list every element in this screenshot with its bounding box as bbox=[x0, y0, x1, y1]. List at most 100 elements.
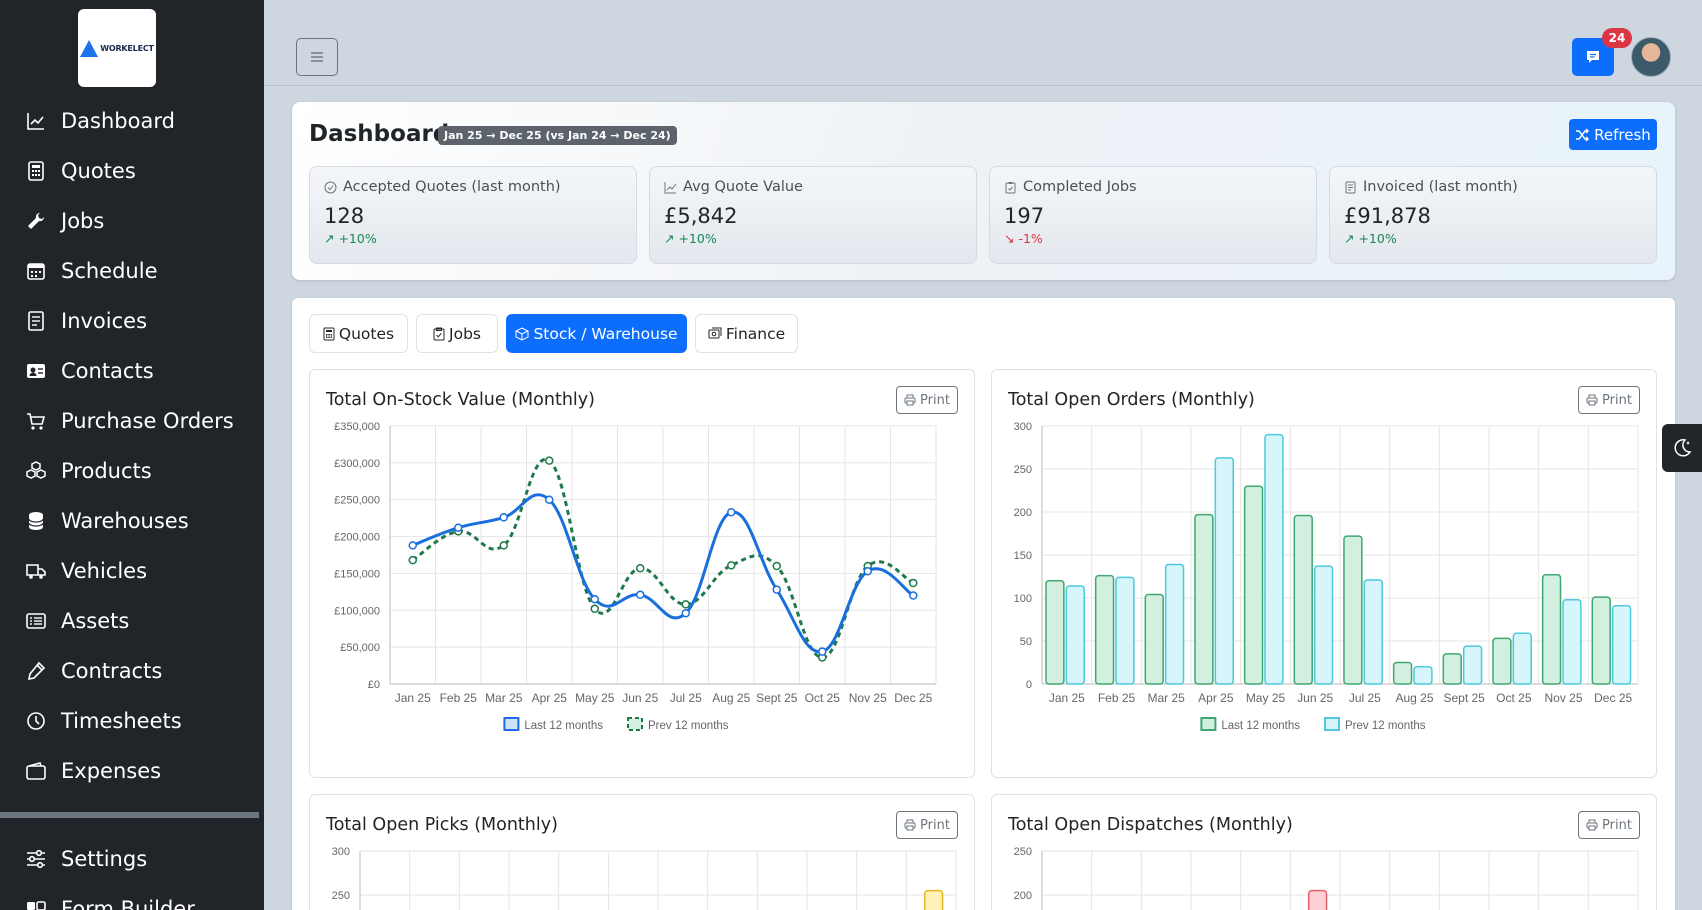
print-button[interactable]: Print bbox=[1578, 386, 1640, 414]
sidebar-item-settings[interactable]: Settings bbox=[0, 834, 264, 884]
bar[interactable] bbox=[1541, 574, 1562, 685]
data-point[interactable] bbox=[727, 507, 736, 517]
theme-toggle-button[interactable] bbox=[1662, 424, 1702, 472]
sidebar-item-contracts[interactable]: Contracts bbox=[0, 646, 264, 696]
data-point[interactable] bbox=[863, 566, 872, 576]
invoice-icon bbox=[1345, 181, 1356, 193]
data-point[interactable] bbox=[590, 604, 599, 614]
data-point[interactable] bbox=[772, 585, 781, 594]
sidebar-item-products[interactable]: Products bbox=[0, 446, 264, 496]
x-tick-label: Feb 25 bbox=[440, 691, 478, 705]
bar[interactable] bbox=[1144, 593, 1164, 685]
data-point[interactable] bbox=[408, 555, 417, 565]
data-point[interactable] bbox=[681, 600, 690, 609]
bar[interactable] bbox=[1194, 513, 1214, 685]
x-tick-label: Mar 25 bbox=[485, 691, 523, 705]
legend-item[interactable]: Prev 12 months bbox=[627, 717, 729, 732]
legend-item[interactable]: Prev 12 months bbox=[1324, 717, 1426, 732]
tab-jobs[interactable]: Jobs bbox=[416, 314, 498, 353]
tab-label: Quotes bbox=[338, 324, 395, 343]
sidebar-item-schedule[interactable]: Schedule bbox=[0, 246, 264, 296]
data-point[interactable] bbox=[454, 523, 463, 532]
bar[interactable] bbox=[1164, 563, 1185, 685]
print-button[interactable]: Print bbox=[896, 386, 958, 414]
kpi-label: Avg Quote Value bbox=[683, 179, 803, 195]
bar[interactable] bbox=[1243, 485, 1264, 685]
data-point[interactable] bbox=[499, 513, 508, 522]
bar[interactable] bbox=[1591, 596, 1611, 685]
bar[interactable] bbox=[1214, 457, 1234, 685]
user-avatar[interactable] bbox=[1631, 37, 1671, 77]
data-point[interactable] bbox=[636, 564, 645, 573]
legend-item[interactable]: Last 12 months bbox=[1200, 717, 1300, 732]
sidebar-item-warehouses[interactable]: Warehouses bbox=[0, 496, 264, 546]
company-logo[interactable]: WORKELECT bbox=[78, 9, 156, 87]
bar[interactable] bbox=[923, 889, 944, 910]
bar[interactable] bbox=[1264, 433, 1284, 685]
bar[interactable] bbox=[1462, 645, 1483, 685]
bar[interactable] bbox=[1611, 604, 1632, 685]
bar[interactable] bbox=[1293, 514, 1313, 685]
bar[interactable] bbox=[1045, 580, 1065, 685]
bar[interactable] bbox=[1363, 579, 1383, 685]
data-point[interactable] bbox=[499, 541, 508, 550]
on-stock-value-chart: £0 £50,000 £100,000 £150,000 £200,000 £250,00… bbox=[334, 421, 937, 732]
bar[interactable] bbox=[1115, 576, 1135, 685]
data-point[interactable] bbox=[545, 456, 554, 465]
kpi-label: Completed Jobs bbox=[1023, 179, 1137, 195]
data-point[interactable] bbox=[545, 495, 554, 504]
sidebar-item-assets[interactable]: Assets bbox=[0, 596, 264, 646]
refresh-button[interactable]: Refresh bbox=[1569, 119, 1657, 150]
sidebar-item-purchase-orders[interactable]: Purchase Orders bbox=[0, 396, 264, 446]
tab-stock-warehouse[interactable]: Stock / Warehouse bbox=[506, 314, 687, 353]
bar[interactable] bbox=[1413, 666, 1433, 685]
y-tick-label: 100 bbox=[1014, 593, 1032, 605]
data-point[interactable] bbox=[909, 591, 918, 600]
data-point[interactable] bbox=[636, 590, 645, 600]
sidebar-item-vehicles[interactable]: Vehicles bbox=[0, 546, 264, 596]
sidebar-item-quotes[interactable]: Quotes bbox=[0, 146, 264, 196]
refresh-label: Refresh bbox=[1594, 125, 1651, 144]
data-point[interactable] bbox=[909, 578, 918, 588]
tab-finance[interactable]: Finance bbox=[695, 314, 798, 353]
bar[interactable] bbox=[1442, 653, 1462, 685]
data-point[interactable] bbox=[727, 561, 736, 570]
print-button[interactable]: Print bbox=[1578, 811, 1640, 839]
bar[interactable] bbox=[1307, 889, 1328, 910]
menu-toggle-button[interactable] bbox=[296, 38, 338, 76]
bar[interactable] bbox=[1392, 661, 1413, 685]
bar[interactable] bbox=[1094, 574, 1115, 685]
sidebar-item-label: Vehicles bbox=[61, 559, 148, 583]
legend-item[interactable]: Last 12 months bbox=[503, 717, 603, 732]
bar[interactable] bbox=[1492, 637, 1512, 685]
logo-mark-icon bbox=[80, 39, 99, 57]
x-tick-label: Oct 25 bbox=[1496, 691, 1532, 705]
tab-quotes[interactable]: Quotes bbox=[309, 314, 408, 353]
bar[interactable] bbox=[1512, 632, 1532, 685]
grid bbox=[389, 425, 937, 685]
bar[interactable] bbox=[1313, 565, 1334, 685]
chart-panel-open-orders: 0 50 100 150 200 250 300 Jan 25 Feb 25 Mar 25 Apr … bbox=[991, 369, 1657, 778]
kpi-delta: ↗ +10% bbox=[324, 231, 377, 246]
data-point[interactable] bbox=[408, 541, 417, 550]
print-label: Print bbox=[1602, 392, 1632, 408]
sidebar-item-expenses[interactable]: Expenses bbox=[0, 746, 264, 796]
sidebar-item-form-builder[interactable]: Form Builder bbox=[0, 884, 264, 910]
legend-swatch bbox=[1324, 717, 1340, 731]
data-point[interactable] bbox=[681, 608, 690, 618]
bar[interactable] bbox=[1343, 535, 1363, 685]
sidebar-item-jobs[interactable]: Jobs bbox=[0, 196, 264, 246]
sidebar-item-timesheets[interactable]: Timesheets bbox=[0, 696, 264, 746]
sidebar-item-dashboard[interactable]: Dashboard bbox=[0, 96, 264, 146]
sidebar-nav-bottom: Settings Form Builder bbox=[0, 834, 264, 910]
kpi-label: Invoiced (last month) bbox=[1363, 179, 1518, 195]
chart-line-icon bbox=[664, 181, 677, 193]
bar[interactable] bbox=[1065, 585, 1085, 685]
sidebar-item-invoices[interactable]: Invoices bbox=[0, 296, 264, 346]
sidebar-item-contacts[interactable]: Contacts bbox=[0, 346, 264, 396]
data-point[interactable] bbox=[818, 647, 827, 656]
data-point[interactable] bbox=[590, 594, 599, 604]
print-button[interactable]: Print bbox=[896, 811, 958, 839]
bar[interactable] bbox=[1562, 598, 1582, 685]
data-point[interactable] bbox=[772, 561, 781, 571]
